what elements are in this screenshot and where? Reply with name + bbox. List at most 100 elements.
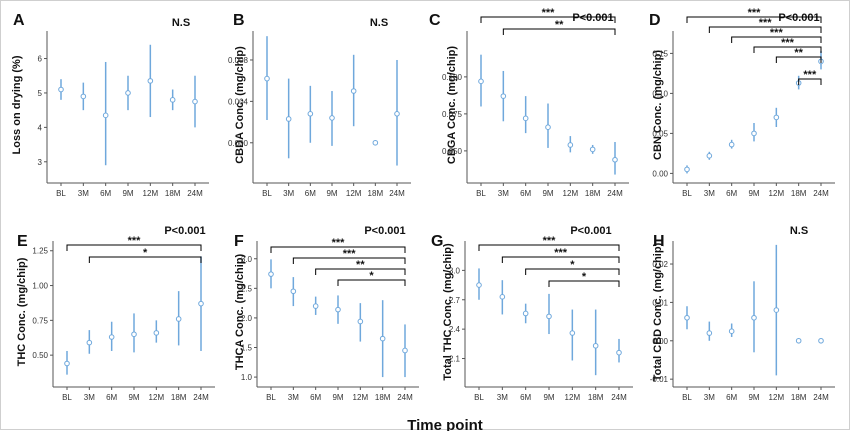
y-tick-label: 0.008 bbox=[228, 56, 249, 65]
x-tick-label: 18M bbox=[585, 189, 601, 198]
x-tick-label: BL bbox=[62, 393, 72, 402]
data-point bbox=[192, 98, 198, 105]
significance-label: P<0.001 bbox=[572, 12, 613, 24]
x-tick-label: 18M bbox=[165, 189, 181, 198]
data-point bbox=[567, 142, 574, 148]
data-point bbox=[751, 314, 757, 321]
significance-label: P<0.001 bbox=[164, 225, 205, 237]
significance-bracket bbox=[292, 257, 406, 264]
y-tick-label: 2.0 bbox=[241, 314, 253, 323]
x-tick-label: BL bbox=[262, 189, 272, 198]
y-tick-label: 1.00 bbox=[32, 282, 48, 291]
x-tick-label: 24M bbox=[611, 393, 627, 402]
x-tick-label: 12M bbox=[353, 393, 369, 402]
x-tick-label: 24M bbox=[193, 393, 209, 402]
panel-label: G bbox=[431, 233, 443, 250]
data-point bbox=[545, 124, 551, 130]
significance-bracket bbox=[502, 28, 616, 35]
bracket-label: *** bbox=[781, 37, 795, 49]
data-point bbox=[307, 110, 314, 117]
significance-bracket bbox=[753, 46, 822, 53]
bracket-label: *** bbox=[332, 237, 346, 249]
data-point bbox=[500, 93, 507, 99]
significance-bracket bbox=[525, 268, 620, 275]
data-point bbox=[131, 331, 137, 338]
x-tick-label: 18M bbox=[375, 393, 391, 402]
bracket-label: ** bbox=[356, 259, 365, 271]
x-tick-label: 24M bbox=[389, 189, 405, 198]
bracket-label: *** bbox=[803, 69, 817, 81]
x-tick-label: 18M bbox=[368, 189, 384, 198]
significance-bracket bbox=[686, 16, 822, 23]
panel-label: E bbox=[17, 233, 28, 250]
x-tick-label: 12M bbox=[149, 393, 165, 402]
y-tick-label: 0.050 bbox=[442, 147, 463, 156]
significance-label: N.S bbox=[790, 225, 808, 237]
y-tick-label: 1.5 bbox=[241, 344, 253, 353]
y-tick-label: 0.00 bbox=[652, 337, 668, 346]
x-tick-label: 6M bbox=[310, 393, 321, 402]
x-tick-label: 3M bbox=[78, 189, 89, 198]
x-tick-label: 9M bbox=[748, 189, 759, 198]
y-tick-label: 0.00 bbox=[652, 169, 668, 178]
x-tick-label: 9M bbox=[542, 189, 553, 198]
data-point bbox=[153, 330, 160, 336]
significance-bracket bbox=[337, 279, 406, 286]
x-tick-label: 18M bbox=[791, 393, 807, 402]
significance-bracket bbox=[270, 246, 406, 253]
data-point bbox=[684, 166, 690, 173]
y-tick-label: 2.4 bbox=[449, 325, 461, 334]
y-tick-label: 0.100 bbox=[442, 73, 463, 82]
data-point bbox=[499, 294, 506, 300]
x-tick-label: 9M bbox=[543, 393, 554, 402]
data-point bbox=[751, 130, 757, 137]
y-tick-label: 2.1 bbox=[449, 355, 461, 364]
data-point bbox=[569, 330, 576, 336]
y-tick-label: 0.000 bbox=[228, 139, 249, 148]
y-tick-label: 1.0 bbox=[241, 373, 253, 382]
panel-g: G P<0.001 Total THC Conc. (mg/chip)2.1 2.4 2… bbox=[431, 225, 633, 402]
y-axis-title: CBGA Conc. (mg/chip) bbox=[446, 46, 458, 164]
x-tick-label: 24M bbox=[607, 189, 623, 198]
data-point bbox=[773, 114, 780, 121]
data-point bbox=[372, 139, 379, 146]
significance-bracket bbox=[478, 244, 620, 251]
data-point bbox=[312, 303, 319, 309]
data-point bbox=[64, 360, 70, 367]
data-point bbox=[522, 310, 529, 317]
y-tick-label: 0.075 bbox=[442, 110, 463, 119]
data-point bbox=[706, 153, 713, 159]
panel-label: D bbox=[649, 12, 661, 29]
x-tick-label: BL bbox=[474, 393, 484, 402]
data-point bbox=[108, 334, 115, 340]
data-point bbox=[379, 335, 386, 342]
data-point bbox=[264, 75, 270, 82]
bracket-label: * bbox=[143, 247, 148, 259]
bracket-label: *** bbox=[554, 247, 568, 259]
data-point bbox=[612, 156, 618, 163]
x-tick-label: 24M bbox=[187, 189, 203, 198]
y-tick-label: 2.7 bbox=[449, 296, 461, 305]
x-tick-label: 6M bbox=[520, 393, 531, 402]
significance-bracket bbox=[731, 36, 822, 43]
data-point bbox=[290, 288, 297, 295]
data-point bbox=[285, 116, 292, 122]
x-tick-label: 18M bbox=[171, 393, 187, 402]
y-axis-title: THCA Conc. (mg/chip) bbox=[234, 254, 246, 371]
x-tick-label: 12M bbox=[565, 393, 581, 402]
data-point bbox=[818, 337, 824, 344]
data-point bbox=[728, 141, 735, 148]
data-point bbox=[335, 306, 341, 313]
panel-e: E P<0.001 THC Conc. (mg/chip) 0.50 0.75 1.00 1… bbox=[16, 225, 215, 402]
bracket-label: *** bbox=[759, 17, 773, 29]
significance-bracket bbox=[480, 16, 616, 23]
y-tick-label: 0.05 bbox=[652, 129, 668, 138]
y-axis-title: Total THC Conc. (mg/chip) bbox=[442, 243, 454, 381]
y-tick-label: 2.5 bbox=[241, 284, 253, 293]
significance-bracket bbox=[708, 26, 822, 33]
x-tick-label: 9M bbox=[326, 189, 337, 198]
y-tick-label: 0.10 bbox=[652, 89, 668, 98]
bracket-label: ** bbox=[555, 19, 564, 31]
